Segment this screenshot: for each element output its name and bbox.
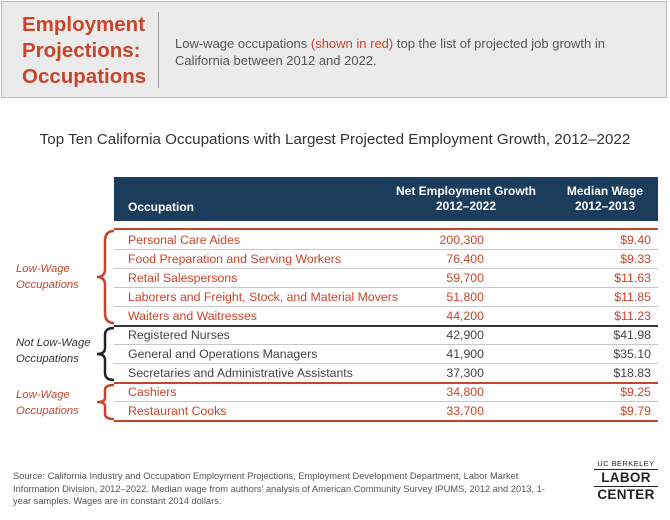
table-row: Waiters and Waitresses 44,200 $11.23 — [114, 307, 658, 326]
table-row: General and Operations Managers 41,900 $… — [114, 345, 658, 364]
cell-growth: 37,300 — [446, 366, 484, 380]
cell-wage: $9.25 — [620, 385, 651, 399]
column-header-wage-line1: Median Wage — [566, 184, 644, 198]
labor-center-logo: UC BERKELEY LABOR CENTER — [590, 459, 662, 502]
cell-wage: $41.98 — [613, 328, 651, 342]
column-header-growth-line2: 2012–2022 — [435, 199, 497, 213]
cell-occupation: Waiters and Waitresses — [128, 309, 257, 323]
logo-line2: CENTER — [597, 487, 655, 502]
cell-occupation: General and Operations Managers — [128, 347, 318, 361]
logo-rule — [594, 469, 658, 470]
brace-not-low-wage — [96, 326, 115, 382]
cell-wage: $9.40 — [620, 233, 651, 247]
header-box: Employment Projections: Occupations Low-… — [1, 1, 667, 98]
header-description: Low-wage occupations (shown in red) top … — [175, 35, 645, 69]
page-title: Employment Projections: Occupations — [22, 13, 147, 88]
cell-growth: 51,800 — [446, 290, 484, 304]
cell-growth: 59,700 — [446, 271, 484, 285]
cell-occupation: Food Preparation and Serving Workers — [128, 252, 342, 266]
column-header-occupation: Occupation — [128, 200, 195, 214]
table-row: Restaurant Cooks 33,700 $9.79 — [114, 402, 658, 421]
cell-occupation: Registered Nurses — [128, 328, 230, 342]
cell-growth: 41,900 — [446, 347, 484, 361]
table-header: Occupation Net Employment Growth 2012–20… — [114, 177, 658, 221]
cell-growth: 42,900 — [446, 328, 484, 342]
group-label-low-wage-top: Low-Wage Occupations — [16, 263, 79, 291]
cell-wage: $11.85 — [614, 290, 651, 304]
cell-occupation: Retail Salespersons — [128, 271, 238, 285]
table-body: Personal Care Aides 200,300 $9.40 Food P… — [114, 231, 658, 421]
desc-highlight: (shown in red) — [310, 36, 394, 51]
logo-line1: LABOR — [601, 470, 651, 485]
cell-wage: $9.33 — [620, 252, 651, 266]
cell-occupation: Restaurant Cooks — [128, 404, 227, 418]
column-header-growth-line1: Net Employment Growth — [395, 184, 536, 198]
table-row: Food Preparation and Serving Workers 76,… — [114, 250, 658, 269]
logo-rule — [594, 486, 658, 487]
desc-after: top the list of projected job growth in … — [175, 36, 605, 68]
table-title: Top Ten California Occupations with Larg… — [39, 131, 631, 148]
group-line-low-bottom — [114, 382, 658, 384]
column-header-growth: Net Employment Growth 2012–2022 — [380, 184, 552, 214]
cell-wage: $11.63 — [614, 271, 651, 285]
cell-occupation: Secretaries and Administrative Assistant… — [128, 366, 353, 380]
table-row: Registered Nurses 42,900 $41.98 — [114, 326, 658, 345]
cell-occupation: Personal Care Aides — [128, 233, 241, 247]
cell-wage: $11.23 — [614, 309, 651, 323]
column-header-wage-line2: 2012–2013 — [574, 199, 636, 213]
cell-growth: 200,300 — [439, 233, 484, 247]
cell-growth: 33,700 — [446, 404, 484, 418]
cell-growth: 76,400 — [446, 252, 484, 266]
brace-low-wage-bottom — [96, 383, 115, 421]
group-label-low-wage-bottom: Low-Wage Occupations — [16, 389, 79, 417]
table-row: Retail Salespersons 59,700 $11.63 — [114, 269, 658, 288]
cell-occupation: Cashiers — [128, 385, 177, 399]
table-row: Cashiers 34,800 $9.25 — [114, 383, 658, 402]
source-note: Source: California Industry and Occupati… — [13, 471, 545, 506]
column-header-wage: Median Wage 2012–2013 — [552, 184, 658, 214]
table-row: Laborers and Freight, Stock, and Materia… — [114, 288, 658, 307]
group-line-low-top — [114, 228, 658, 230]
cell-wage: $9.79 — [620, 404, 651, 418]
group-label-not-low-wage: Not Low-Wage Occupations — [16, 337, 91, 365]
group-line-end — [114, 420, 658, 422]
cell-growth: 34,800 — [446, 385, 484, 399]
logo-top-text: UC BERKELEY — [597, 459, 655, 468]
header-divider — [158, 12, 159, 88]
brace-low-wage-top — [96, 229, 115, 325]
cell-occupation: Laborers and Freight, Stock, and Materia… — [128, 290, 398, 304]
group-line-not-low — [114, 325, 658, 327]
cell-wage: $35.10 — [613, 347, 651, 361]
desc-before: Low-wage occupations — [175, 36, 311, 51]
table-row: Personal Care Aides 200,300 $9.40 — [114, 231, 658, 250]
cell-growth: 44,200 — [446, 309, 484, 323]
table-row: Secretaries and Administrative Assistant… — [114, 364, 658, 383]
cell-wage: $18.83 — [613, 366, 651, 380]
